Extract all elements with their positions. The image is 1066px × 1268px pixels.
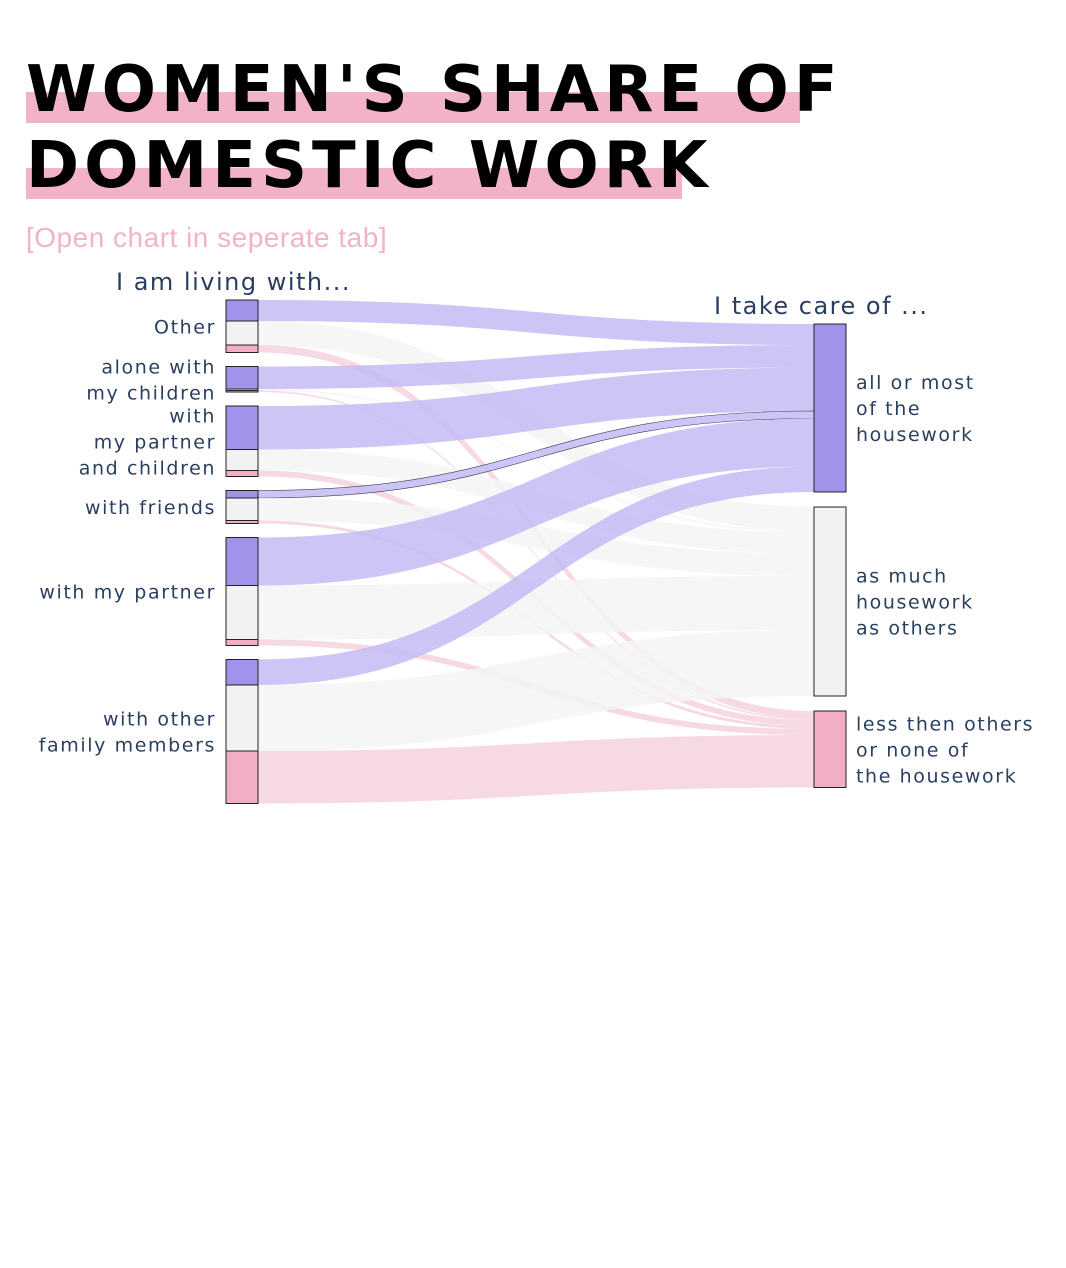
target-label-all_or_most: all or most of the housework [856,372,975,446]
flow-links [257,300,815,804]
flow-partner-to-all_or_most [258,418,814,586]
source-segment-alone_children-less_or_none [225,390,259,393]
target-node-as_much [813,506,847,697]
title-highlight-1 [26,92,800,123]
nodes [225,299,847,804]
source-label-other: Other [154,316,216,338]
source-segment-family-as_much [225,684,259,752]
target-node-all_or_most [813,323,847,493]
flow-family-to-all_or_most [258,466,814,685]
source-segment-other-as_much [225,320,259,346]
flow-alone_children-to-as_much [258,389,814,533]
flow-family-to-as_much [258,630,814,751]
source-segment-partner_children-less_or_none [225,470,259,477]
source-label-family: with other family members [39,709,216,757]
source-label-friends: with friends [85,497,216,519]
flow-partner_children-to-all_or_most [258,367,814,450]
source-segment-partner_children-all_or_most [225,405,259,450]
source-segment-other-less_or_none [225,344,259,353]
source-segment-partner-as_much [225,585,259,640]
title-highlight-2 [26,168,682,199]
source-heading: I am living with... [116,268,351,296]
source-segment-friends-less_or_none [225,520,259,524]
flow-friends-to-as_much [258,498,814,576]
flow-partner-to-as_much [258,576,814,640]
source-segment-family-less_or_none [225,750,259,804]
flow-alone_children-to-less_or_none [258,390,814,720]
source-label-partner: with my partner [39,582,216,604]
target-heading: I take care of ... [714,292,929,320]
source-label-alone_children: alone with my children [86,356,216,404]
source-segment-alone_children-all_or_most [225,366,259,390]
title-line-2: DOMESTIC WORK [26,129,713,203]
target-node-less_or_none [813,710,847,788]
source-segment-partner-less_or_none [225,639,259,646]
source-segment-friends-as_much [225,497,259,521]
source-segment-friends-all_or_most [225,490,259,499]
flow-alone_children-to-all_or_most [258,345,814,389]
flow-other-to-all_or_most [258,300,814,345]
flow-family-to-less_or_none [258,735,814,804]
source-segment-partner_children-as_much [225,449,259,471]
source-segment-other-all_or_most [225,299,259,322]
target-label-less_or_none: less then others or none of the housework [856,713,1034,787]
title-line-1: WOMEN'S SHARE OF [26,53,843,127]
source-segment-family-all_or_most [225,659,259,686]
source-segment-partner-all_or_most [225,537,259,586]
open-chart-link[interactable]: [Open chart in seperate tab] [26,222,388,253]
target-label-as_much: as much housework as others [856,566,974,640]
source-label-partner_children: with my partner and children [79,405,216,479]
